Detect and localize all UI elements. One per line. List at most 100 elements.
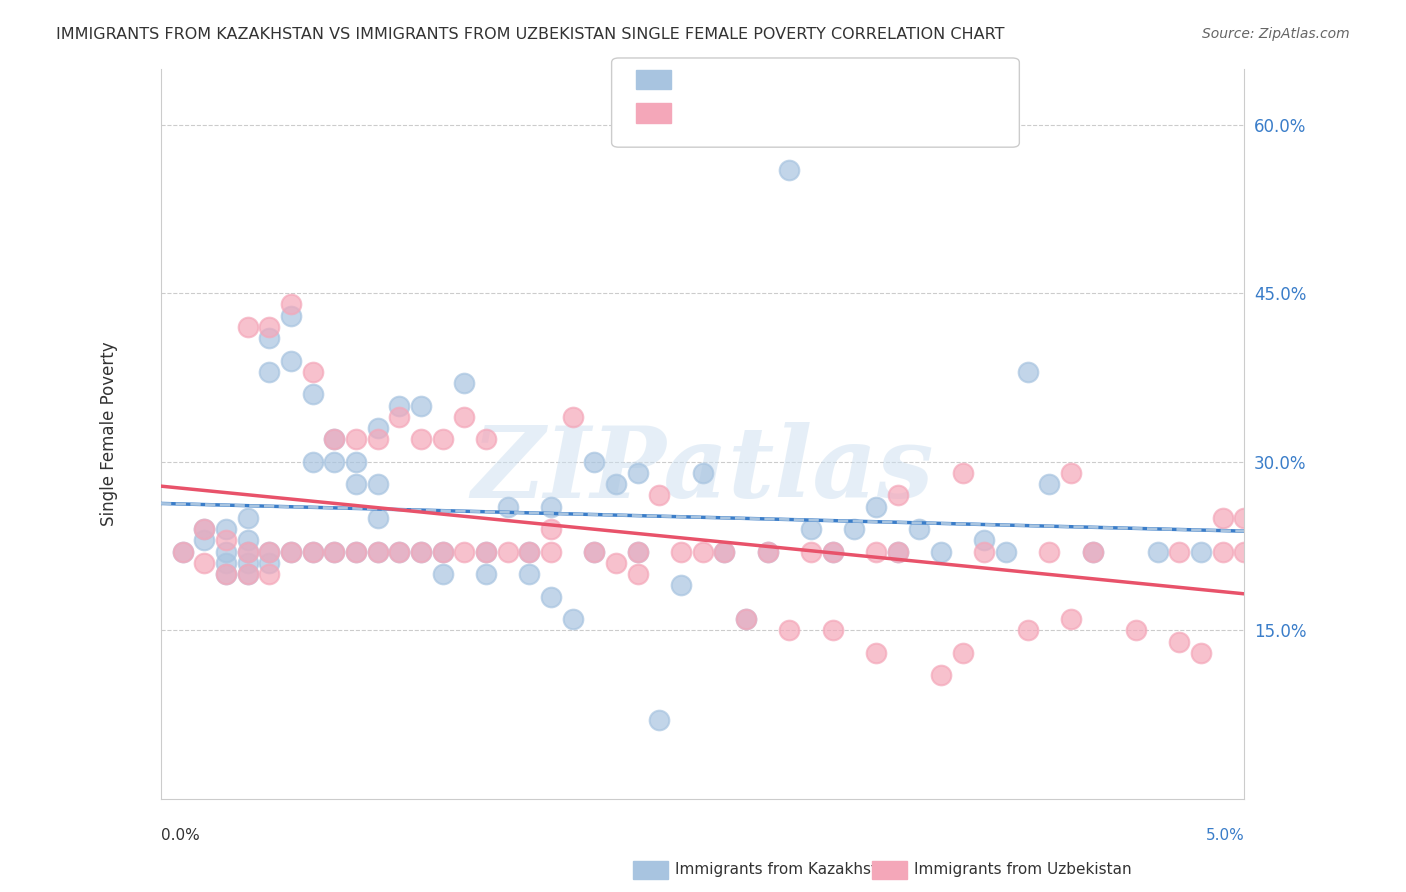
Point [886,488,908,502]
Point [323,544,346,558]
Point [561,612,583,626]
Point [756,544,779,558]
Point [821,544,844,558]
Point [496,544,519,558]
Point [865,544,887,558]
Point [800,522,823,536]
Point [236,320,259,334]
Point [973,544,995,558]
Point [1081,544,1104,558]
Point [215,522,238,536]
Point [800,544,823,558]
Text: R =: R = [678,105,711,120]
Point [409,544,432,558]
Point [627,544,650,558]
Text: N =: N = [756,105,800,120]
Point [388,409,411,424]
Point [605,556,627,570]
Point [648,488,671,502]
Point [1146,544,1168,558]
Point [344,544,367,558]
Point [301,455,323,469]
Point [1233,544,1256,558]
Point [193,522,215,536]
Point [388,399,411,413]
Point [367,544,389,558]
Text: ZIPatlas: ZIPatlas [471,422,934,518]
Point [865,500,887,514]
Text: 73: 73 [799,71,820,86]
Text: IMMIGRANTS FROM KAZAKHSTAN VS IMMIGRANTS FROM UZBEKISTAN SINGLE FEMALE POVERTY C: IMMIGRANTS FROM KAZAKHSTAN VS IMMIGRANTS… [56,27,1005,42]
Point [475,567,498,582]
Point [627,466,650,480]
Point [301,387,323,401]
Point [1233,511,1256,525]
Point [344,477,367,491]
Point [475,544,498,558]
Point [409,432,432,446]
Text: Immigrants from Kazakhstan: Immigrants from Kazakhstan [675,863,896,877]
Point [388,544,411,558]
Point [929,668,952,682]
Point [778,162,800,177]
Point [193,533,215,548]
Point [259,544,281,558]
Point [344,432,367,446]
Point [669,544,692,558]
Point [409,399,432,413]
Point [778,624,800,638]
Point [193,522,215,536]
Point [215,556,238,570]
Point [453,376,475,391]
Point [259,365,281,379]
Point [496,500,519,514]
Point [409,544,432,558]
Point [1060,466,1083,480]
Text: Single Female Poverty: Single Female Poverty [100,342,118,526]
Point [344,455,367,469]
Point [540,522,562,536]
Point [995,544,1018,558]
Point [236,544,259,558]
Point [517,544,540,558]
Point [1038,544,1060,558]
Point [215,533,238,548]
Point [236,533,259,548]
Point [1081,544,1104,558]
Point [215,567,238,582]
Point [1212,511,1234,525]
Text: R =: R = [678,71,711,86]
Point [280,544,302,558]
Point [583,544,606,558]
Point [1017,624,1039,638]
Point [280,297,302,311]
Point [713,544,735,558]
Point [432,544,454,558]
Point [259,544,281,558]
Point [280,309,302,323]
Point [561,409,583,424]
Point [540,590,562,604]
Point [821,544,844,558]
Point [367,544,389,558]
Point [367,432,389,446]
Point [1212,544,1234,558]
Point [236,544,259,558]
Point [259,331,281,345]
Point [692,466,714,480]
Point [259,320,281,334]
Point [1189,646,1212,660]
Point [236,511,259,525]
Point [280,353,302,368]
Point [280,544,302,558]
Point [323,544,346,558]
Point [952,466,974,480]
Point [193,556,215,570]
Point [344,544,367,558]
Text: 71: 71 [799,105,820,120]
Point [648,713,671,727]
Point [1168,634,1191,648]
Point [301,365,323,379]
Point [952,646,974,660]
Point [735,612,758,626]
